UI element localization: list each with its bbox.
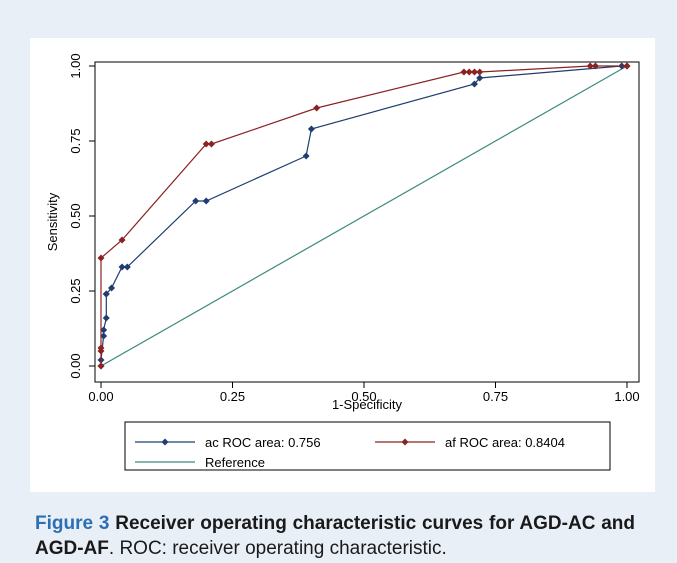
ac-data-point — [118, 263, 126, 271]
af-data-point — [97, 344, 105, 352]
legend-ac-label: ac ROC area: 0.756 — [205, 435, 321, 450]
ac-data-point — [202, 197, 210, 205]
x-tick-label: 0.00 — [88, 389, 113, 404]
ac-data-point — [302, 152, 310, 160]
af-data-point — [465, 68, 473, 76]
af-data-point — [97, 362, 105, 370]
legend-ac-marker — [161, 438, 169, 446]
x-axis-label: 1-Specificity — [332, 397, 403, 412]
af-data-point — [591, 62, 599, 70]
legend-reference-label: Reference — [205, 455, 265, 470]
y-tick-label: 1.00 — [68, 53, 83, 78]
af-data-point — [97, 254, 105, 262]
ac-data-point — [123, 263, 131, 271]
ac-data-point — [100, 326, 108, 334]
ac-data-point — [307, 125, 315, 133]
figure-title: Receiver operating characteristic curves… — [35, 513, 635, 559]
ac-data-point — [108, 284, 116, 292]
legend-box — [124, 421, 611, 471]
y-tick-label: 0.75 — [68, 128, 83, 153]
legend-af-marker — [401, 438, 409, 446]
af-data-point — [476, 68, 484, 76]
x-tick-label: 0.75 — [483, 389, 508, 404]
figure-caption-text: . ROC: receiver operating characteristic… — [108, 538, 447, 559]
af-data-point — [202, 140, 210, 148]
reference-roc-line — [100, 65, 628, 367]
roc-chart: 0.00 0.25 0.50 0.75 1.00 0.00 0.25 0.50 0.75 1.00… — [45, 53, 640, 471]
x-tick-label: 0.50 — [351, 389, 376, 404]
x-tick-label: 0.25 — [220, 389, 245, 404]
y-tick-label: 0.00 — [68, 353, 83, 378]
af-data-point — [313, 104, 321, 112]
af-data-point — [118, 236, 126, 244]
legend-af-label: af ROC area: 0.8404 — [445, 435, 565, 450]
af-data-point — [207, 140, 215, 148]
legend: ac ROC area: 0.756 af ROC area: 0.8404 Ref… — [124, 421, 611, 471]
af-data-point — [623, 62, 631, 70]
figure-label: Figure 3 — [35, 513, 110, 534]
y-tick-label: 0.25 — [68, 278, 83, 303]
ac-data-point — [476, 74, 484, 82]
figure-panel: 0.00 0.25 0.50 0.75 1.00 0.00 0.25 0.50 0.75 1.00… — [30, 38, 655, 492]
af-data-point — [460, 68, 468, 76]
y-axis-label: Sensitivity — [45, 192, 60, 251]
ac-data-point — [102, 290, 110, 298]
plot-area — [94, 61, 640, 383]
figure-caption: Figure 3 Receiver operating characterist… — [35, 511, 635, 561]
ac-data-point — [192, 197, 200, 205]
af-data-point — [586, 62, 594, 70]
af-data-point — [470, 68, 478, 76]
y-tick-label: 0.50 — [68, 203, 83, 228]
ac-data-point — [102, 314, 110, 322]
x-tick-label: 1.00 — [614, 389, 639, 404]
ac-data-point — [100, 332, 108, 340]
ac-data-point — [470, 80, 478, 88]
